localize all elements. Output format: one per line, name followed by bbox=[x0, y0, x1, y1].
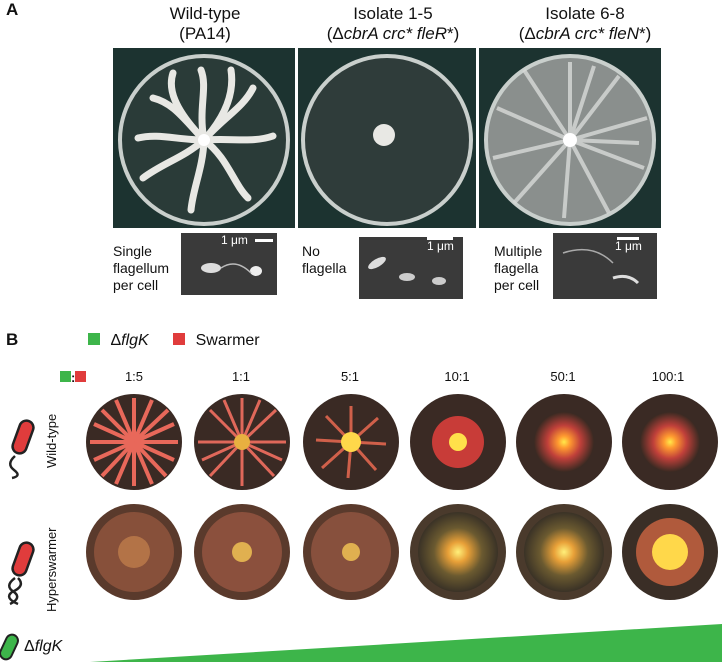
title-line2: (ΔcbrA crc* fleR*) bbox=[298, 24, 488, 44]
title-part: (Δ bbox=[326, 24, 344, 43]
dish-hs-1-5 bbox=[86, 504, 182, 600]
caption-line: flagella bbox=[494, 260, 539, 276]
title-line1: Isolate 1-5 bbox=[353, 4, 433, 23]
scale-label: 1 μm bbox=[427, 239, 454, 253]
caption-isolate-1-5: No flagella bbox=[302, 243, 346, 277]
legend-flgk: ΔflgK bbox=[110, 332, 148, 349]
caption-line: per cell bbox=[113, 277, 159, 293]
legend-italic: flgK bbox=[121, 332, 149, 349]
swarm-dishes bbox=[86, 394, 718, 600]
dish-hs-100-1 bbox=[622, 504, 718, 600]
dish-wt-50-1 bbox=[516, 394, 612, 490]
ratio-colon: : bbox=[71, 370, 76, 385]
scale-label: 1 μm bbox=[221, 233, 248, 247]
caption-line: flagella bbox=[302, 260, 347, 276]
dish-hs-5-1 bbox=[303, 504, 399, 600]
bacterium-wildtype-icon bbox=[9, 419, 35, 480]
micrograph-image bbox=[201, 263, 262, 276]
micrograph-isolate-6-8: 1 μm bbox=[553, 233, 657, 299]
scale-bar bbox=[617, 237, 639, 240]
ratio-label: 1:1 bbox=[231, 369, 251, 384]
micrograph-isolate-1-5: 1 μm bbox=[359, 237, 463, 299]
panel-b-letter: B bbox=[6, 330, 19, 349]
title-part-italic: cbrA crc* fleN bbox=[535, 24, 640, 43]
panel-a-letter: A bbox=[6, 0, 19, 19]
ratio-label: 10:1 bbox=[444, 369, 470, 384]
plate-isolate-1-5-image bbox=[301, 54, 473, 226]
caption-line: Single bbox=[113, 243, 152, 259]
caption-line: flagellum bbox=[113, 260, 170, 276]
gradient-wedge bbox=[90, 624, 722, 662]
plate-isolate-1-5 bbox=[298, 48, 476, 228]
micrograph-image bbox=[368, 256, 446, 285]
title-part-italic: cbrA crc* fleR bbox=[343, 24, 448, 43]
title-isolate-1-5: Isolate 1-5 (ΔcbrA crc* fleR*) bbox=[298, 4, 488, 44]
ratio-label: 100:1 bbox=[651, 369, 685, 384]
dish-wt-100-1 bbox=[622, 394, 718, 490]
legend: ΔflgK Swarmer bbox=[88, 332, 260, 350]
legend-prefix: Δ bbox=[110, 332, 122, 349]
title-line1: Isolate 6-8 bbox=[545, 4, 625, 23]
dish-wt-1-1 bbox=[194, 394, 290, 490]
dish-hs-1-1 bbox=[194, 504, 290, 600]
dish-hs-50-1 bbox=[516, 504, 612, 600]
ratio-key: : bbox=[60, 370, 87, 385]
legend-red-swatch bbox=[173, 333, 186, 345]
plate-isolate-6-8 bbox=[479, 48, 661, 228]
title-wildtype: Wild-type (PA14) bbox=[110, 4, 300, 44]
micrograph-wildtype: 1 μm bbox=[181, 233, 277, 295]
legend-green-swatch bbox=[88, 333, 100, 345]
micrograph-image bbox=[562, 248, 640, 285]
caption-line: per cell bbox=[494, 277, 540, 293]
title-part: *) bbox=[447, 24, 460, 43]
row-label-hyperswarmer: Hyperswarmer bbox=[44, 527, 59, 612]
caption-wildtype: Single flagellum per cell bbox=[113, 243, 169, 294]
dish-wt-5-1 bbox=[303, 394, 399, 490]
caption-line: No bbox=[302, 243, 320, 259]
legend-swarmer: Swarmer bbox=[195, 332, 260, 349]
scale-bar bbox=[255, 239, 273, 242]
ratio-green-swatch bbox=[60, 371, 71, 382]
scale-bar bbox=[427, 237, 453, 240]
dish-wt-1-5 bbox=[86, 394, 182, 490]
title-part: (Δ bbox=[518, 24, 536, 43]
flgk-gradient bbox=[0, 624, 722, 662]
plate-wildtype bbox=[113, 48, 295, 228]
ratio-label: 5:1 bbox=[340, 369, 360, 384]
title-line2: (PA14) bbox=[179, 24, 231, 43]
caption-line: Multiple bbox=[494, 243, 543, 259]
plate-wildtype-image bbox=[118, 54, 290, 226]
caption-isolate-6-8: Multiple flagella per cell bbox=[494, 243, 542, 294]
scale-label: 1 μm bbox=[615, 239, 642, 253]
dish-hs-10-1 bbox=[410, 504, 506, 600]
gradient-italic: flgK bbox=[34, 638, 63, 655]
title-isolate-6-8: Isolate 6-8 (ΔcbrA crc* fleN*) bbox=[490, 4, 680, 44]
title-part: *) bbox=[639, 24, 652, 43]
gradient-label: ΔflgK bbox=[24, 638, 62, 656]
title-line2: (ΔcbrA crc* fleN*) bbox=[490, 24, 680, 44]
flgk-bacterium-icon bbox=[0, 633, 19, 661]
title-line1: Wild-type bbox=[169, 4, 241, 23]
ratio-label: 1:5 bbox=[124, 369, 144, 384]
gradient-prefix: Δ bbox=[24, 638, 35, 655]
plate-isolate-6-8-image bbox=[484, 54, 656, 226]
bacterium-hyperswarmer-icon bbox=[7, 541, 35, 606]
dish-wt-10-1 bbox=[410, 394, 506, 490]
row-label-wildtype: Wild-type bbox=[44, 413, 59, 468]
ratio-label: 50:1 bbox=[550, 369, 576, 384]
ratio-red-swatch bbox=[75, 371, 87, 382]
